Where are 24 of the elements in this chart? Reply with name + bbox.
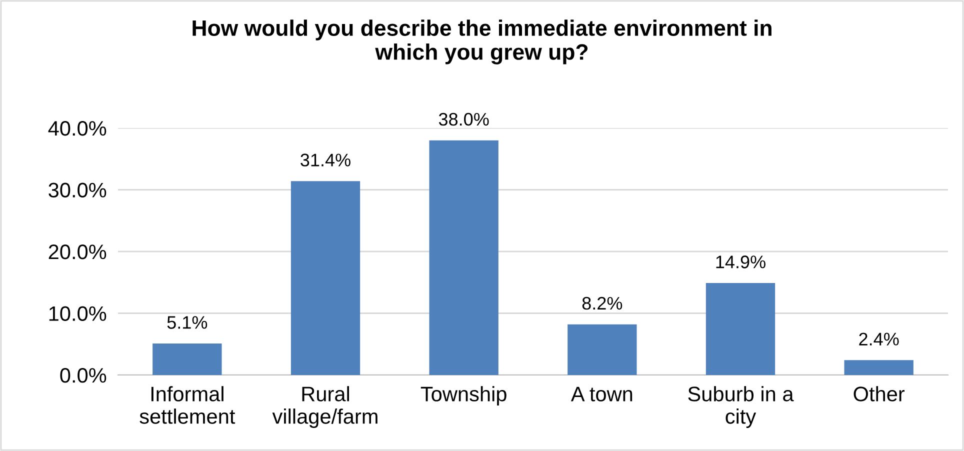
bar [290,181,360,375]
data-label: 2.4% [859,332,899,346]
y-tick-label: 20.0% [48,244,106,260]
x-tick-label: A town [570,386,632,402]
bar [844,360,914,375]
y-tick-label: 0.0% [60,368,106,383]
x-tick-label: Suburb in a city [688,386,794,428]
y-tick-label: 10.0% [49,306,106,322]
y-tick-label: 30.0% [48,182,106,198]
data-label: 8.2% [582,296,622,310]
data-label: 5.1% [167,316,208,329]
data-label: 31.4% [300,154,350,166]
bar [706,282,776,375]
y-tick-label: 40.0% [48,121,106,136]
x-tick-label: Township [420,386,506,406]
bar [568,324,637,375]
data-label: 38.0% [438,112,489,126]
data-label: 14.9% [716,256,766,268]
x-tick-label: Informal settlement [140,386,236,424]
chart-title: How would you describe the immediate environment in which you grew up? [192,20,772,64]
bar [429,140,498,375]
bar [152,344,222,375]
x-tick-label: Other [854,386,905,402]
x-tick-label: Rural village/farm [272,386,378,428]
